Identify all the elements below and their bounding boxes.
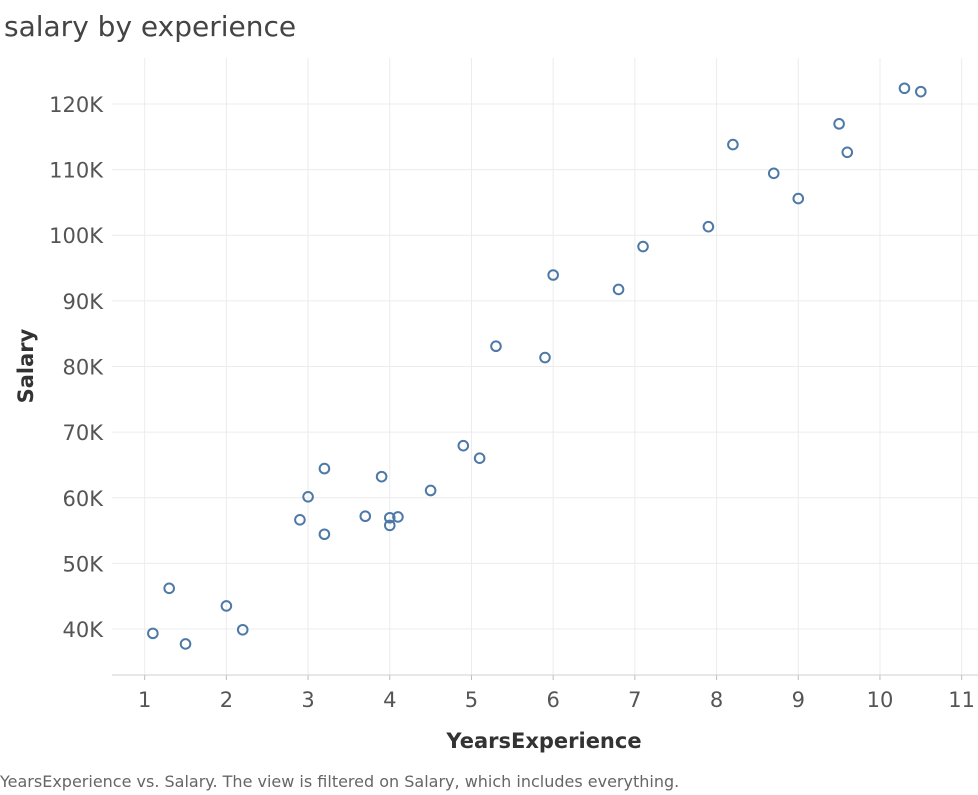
y-tick-label: 80K	[63, 356, 105, 380]
data-point	[294, 514, 306, 526]
y-tick-label: 90K	[63, 290, 105, 314]
x-tick-label: 5	[465, 688, 478, 712]
data-point	[220, 600, 233, 612]
data-point	[490, 340, 502, 353]
x-tick-label: 7	[628, 688, 641, 712]
data-point	[392, 511, 404, 523]
y-tick-label: 60K	[63, 487, 105, 511]
data-point	[457, 439, 470, 452]
data-point	[424, 484, 437, 497]
data-point	[841, 146, 854, 159]
x-tick-label: 4	[383, 688, 396, 712]
y-axis-ticks: 40K 50K 60K 70K 80K 90K 100K 110K 120K	[49, 93, 104, 642]
data-point	[375, 470, 388, 483]
x-axis-title: YearsExperience	[445, 729, 641, 753]
x-tick-label: 2	[220, 688, 233, 712]
data-point	[539, 351, 551, 364]
x-tick-label: 8	[710, 688, 723, 712]
data-point	[833, 118, 845, 130]
data-point	[898, 82, 911, 95]
data-point	[302, 490, 314, 503]
data-point	[702, 220, 715, 233]
data-point	[318, 462, 331, 475]
data-points	[147, 82, 927, 650]
y-tick-label: 50K	[63, 552, 105, 576]
x-tick-label: 11	[948, 688, 975, 712]
data-point	[383, 511, 396, 524]
data-point	[792, 192, 805, 205]
x-tick-label: 6	[546, 688, 559, 712]
data-point	[767, 167, 780, 180]
data-point	[383, 519, 396, 532]
data-point	[915, 85, 927, 98]
data-point	[547, 269, 559, 281]
data-point	[179, 638, 192, 650]
data-point	[359, 510, 372, 523]
y-tick-label: 120K	[49, 93, 104, 117]
data-point	[473, 452, 486, 465]
y-tick-label: 110K	[49, 159, 104, 183]
x-axis-ticks: 1 2 3 4 5 6 7 8 9 10 11	[138, 675, 975, 712]
x-tick-label: 3	[301, 688, 314, 712]
x-tick-label: 1	[138, 688, 151, 712]
y-axis-title: Salary	[14, 328, 38, 403]
y-tick-label: 40K	[63, 618, 105, 642]
data-point	[147, 627, 159, 640]
chart-caption: YearsExperience vs. Salary. The view is …	[0, 772, 680, 791]
x-tick-label: 9	[792, 688, 805, 712]
y-tick-label: 70K	[63, 421, 105, 445]
data-point	[236, 623, 249, 636]
data-point	[637, 240, 649, 253]
y-tick-label: 100K	[49, 224, 104, 248]
grid	[112, 58, 978, 675]
data-point	[318, 528, 331, 541]
x-tick-label: 10	[867, 688, 894, 712]
data-point	[163, 582, 175, 595]
data-point	[612, 283, 625, 296]
data-point	[727, 138, 739, 151]
chart-title: salary by experience	[4, 10, 297, 43]
